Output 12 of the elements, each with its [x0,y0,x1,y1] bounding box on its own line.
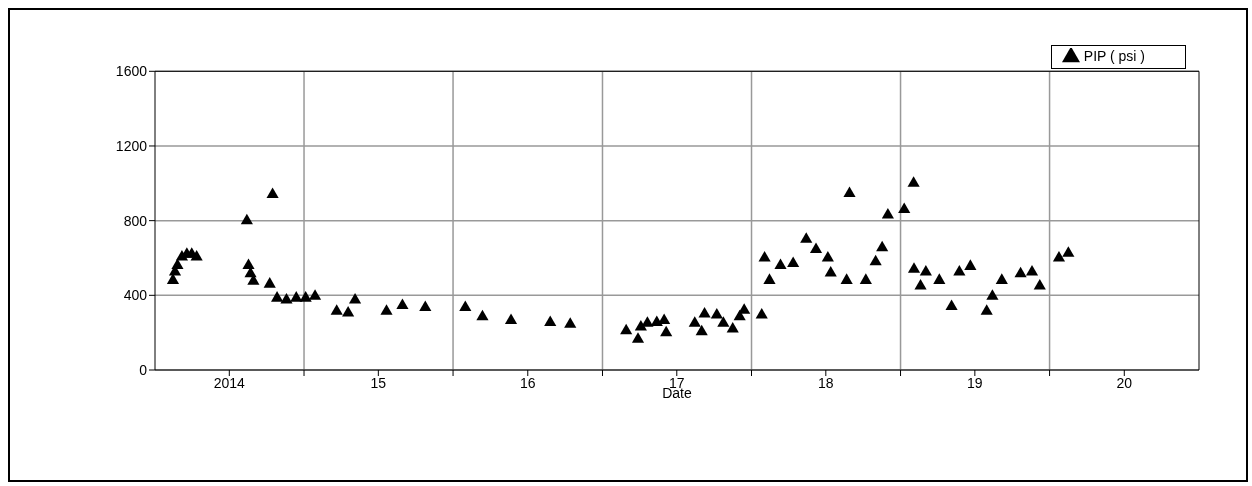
x-tick-label: 18 [818,374,834,391]
y-tick-label: 1200 [115,137,148,154]
y-tick-label: 800 [123,212,148,229]
y-tick-label: 1600 [115,63,148,80]
x-tick-label: 2014 [213,374,246,391]
legend-label: PIP ( psi ) [1083,48,1145,64]
y-tick-label: 0 [139,361,148,378]
x-tick-label: 16 [519,374,536,391]
x-tick-label: 19 [967,374,983,391]
y-tick-label: 400 [123,287,148,304]
x-tick-label: 15 [370,374,387,391]
x-tick-label: 20 [1116,374,1133,391]
